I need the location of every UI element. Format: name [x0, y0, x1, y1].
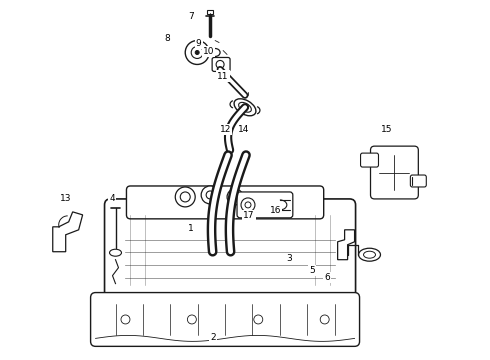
Bar — [207, 10, 213, 14]
Circle shape — [175, 187, 195, 207]
Circle shape — [121, 315, 130, 324]
Text: 14: 14 — [238, 125, 250, 134]
Circle shape — [254, 315, 263, 324]
FancyBboxPatch shape — [237, 192, 293, 218]
Ellipse shape — [359, 248, 380, 261]
Circle shape — [320, 315, 329, 324]
Circle shape — [245, 202, 251, 208]
Circle shape — [191, 46, 203, 58]
Text: 4: 4 — [109, 194, 115, 203]
Circle shape — [187, 315, 196, 324]
Circle shape — [185, 41, 209, 64]
Text: 15: 15 — [381, 125, 392, 134]
FancyBboxPatch shape — [410, 175, 426, 187]
Text: 2: 2 — [211, 333, 216, 342]
Polygon shape — [338, 230, 355, 260]
Ellipse shape — [210, 49, 220, 57]
Text: 5: 5 — [310, 266, 315, 275]
Text: 1: 1 — [189, 224, 194, 233]
Ellipse shape — [239, 102, 251, 112]
Text: 16: 16 — [270, 206, 281, 215]
FancyBboxPatch shape — [104, 199, 356, 301]
FancyBboxPatch shape — [212, 58, 230, 71]
Text: 9: 9 — [196, 39, 201, 48]
Polygon shape — [53, 212, 83, 252]
Text: 10: 10 — [203, 47, 214, 56]
FancyBboxPatch shape — [91, 293, 360, 346]
FancyBboxPatch shape — [361, 153, 378, 167]
Circle shape — [195, 50, 199, 54]
Text: 13: 13 — [60, 194, 71, 203]
Ellipse shape — [364, 251, 375, 258]
Circle shape — [227, 189, 243, 205]
Circle shape — [216, 60, 224, 68]
Text: 7: 7 — [189, 12, 194, 21]
Text: 6: 6 — [324, 273, 330, 282]
Circle shape — [206, 191, 214, 199]
Circle shape — [180, 192, 190, 202]
FancyBboxPatch shape — [126, 186, 324, 219]
Circle shape — [201, 186, 219, 204]
Text: 8: 8 — [164, 34, 170, 43]
Text: 17: 17 — [243, 211, 255, 220]
Text: 12: 12 — [220, 125, 231, 134]
Ellipse shape — [234, 99, 256, 116]
Text: 3: 3 — [286, 255, 292, 264]
Text: 11: 11 — [217, 72, 229, 81]
Ellipse shape — [110, 249, 122, 256]
FancyBboxPatch shape — [370, 146, 418, 199]
Circle shape — [241, 198, 255, 212]
